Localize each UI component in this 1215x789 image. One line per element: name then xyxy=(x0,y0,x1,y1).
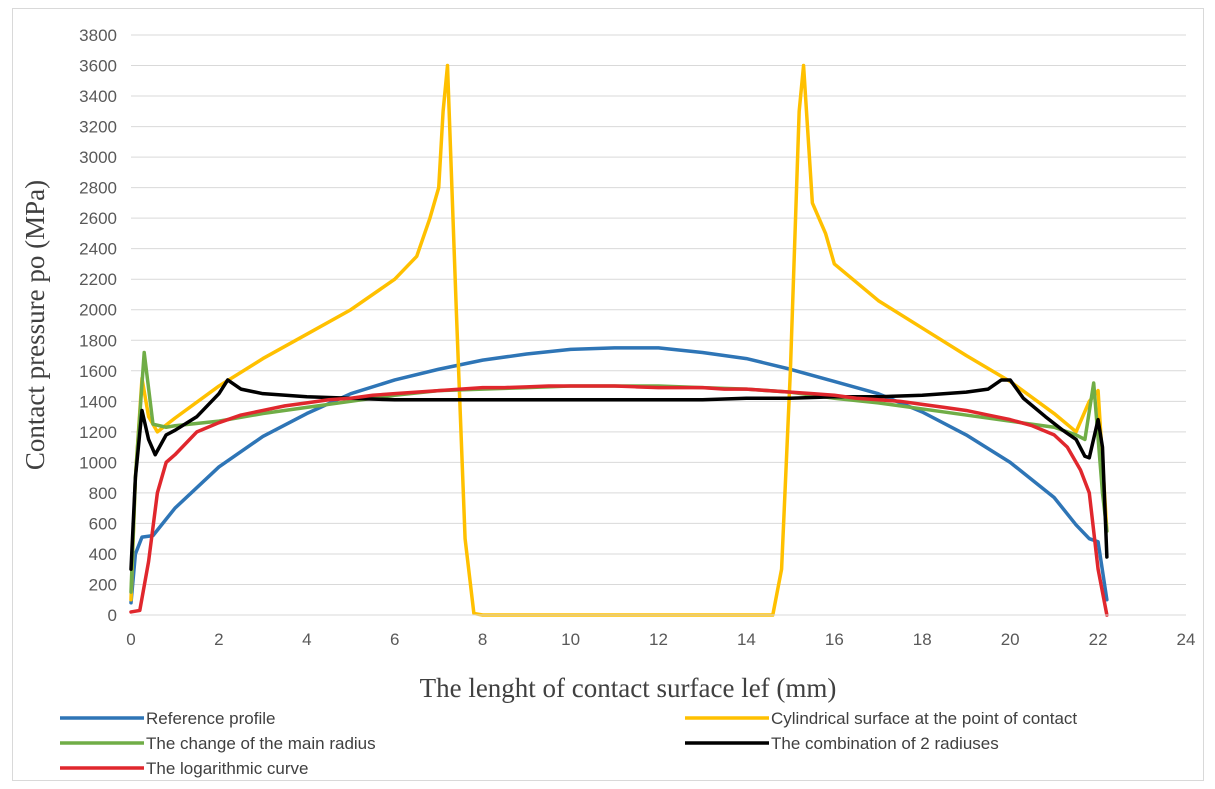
y-tick-label: 1000 xyxy=(79,453,117,472)
x-tick-label: 12 xyxy=(649,630,668,649)
x-tick-label: 18 xyxy=(913,630,932,649)
x-tick-label: 0 xyxy=(126,630,135,649)
y-tick-label: 1400 xyxy=(79,392,117,411)
y-tick-label: 600 xyxy=(89,514,117,533)
x-tick-label: 2 xyxy=(214,630,223,649)
y-tick-label: 2200 xyxy=(79,270,117,289)
legend-label: Reference profile xyxy=(146,709,275,728)
gridlines xyxy=(131,34,1186,585)
y-tick-label: 3200 xyxy=(79,118,117,137)
y-tick-label: 800 xyxy=(89,484,117,503)
x-tick-label: 10 xyxy=(561,630,580,649)
series-line-4 xyxy=(129,378,1109,571)
chart-frame xyxy=(12,8,1204,781)
series-line-1 xyxy=(129,346,1109,605)
y-tick-label: 2400 xyxy=(79,240,117,259)
y-axis-title: Contact pressure po (MPa) xyxy=(20,180,50,470)
y-tick-label: 0 xyxy=(108,606,117,625)
y-tick-label: 400 xyxy=(89,545,117,564)
x-tick-labels: 0 2 4 6 8 10 12 14 16 18 20 22 24 xyxy=(126,630,1195,649)
y-tick-label: 2800 xyxy=(79,179,117,198)
x-tick-label: 20 xyxy=(1001,630,1020,649)
y-tick-label: 1600 xyxy=(79,362,117,381)
y-tick-label: 1200 xyxy=(79,423,117,442)
x-tick-label: 24 xyxy=(1177,630,1196,649)
y-tick-label: 3800 xyxy=(79,26,117,45)
y-tick-label: 3600 xyxy=(79,57,117,76)
legend-label: The combination of 2 radiuses xyxy=(771,734,999,753)
x-tick-label: 14 xyxy=(737,630,756,649)
series-line-5 xyxy=(129,384,1109,617)
legend-label: The logarithmic curve xyxy=(146,759,309,778)
legend-label: The change of the main radius xyxy=(146,734,376,753)
x-tick-label: 22 xyxy=(1089,630,1108,649)
y-tick-labels: 0 200 400 600 800 1000 1200 1400 1600 1800 2000 220… xyxy=(79,26,117,625)
x-tick-label: 6 xyxy=(390,630,399,649)
x-tick-label: 4 xyxy=(302,630,311,649)
series-line-3 xyxy=(129,350,1109,594)
y-tick-label: 3400 xyxy=(79,87,117,106)
y-tick-label: 2000 xyxy=(79,301,117,320)
x-tick-label: 8 xyxy=(478,630,487,649)
x-axis-title: The lenght of contact surface lef (mm) xyxy=(420,673,837,703)
y-tick-label: 200 xyxy=(89,575,117,594)
x-tick-label: 16 xyxy=(825,630,844,649)
legend-label: Cylindrical surface at the point of cont… xyxy=(771,709,1077,728)
y-tick-label: 1800 xyxy=(79,331,117,350)
y-tick-label: 3000 xyxy=(79,148,117,167)
y-tick-label: 2600 xyxy=(79,209,117,228)
legend: Reference profile Cylindrical surface at … xyxy=(60,709,1077,778)
